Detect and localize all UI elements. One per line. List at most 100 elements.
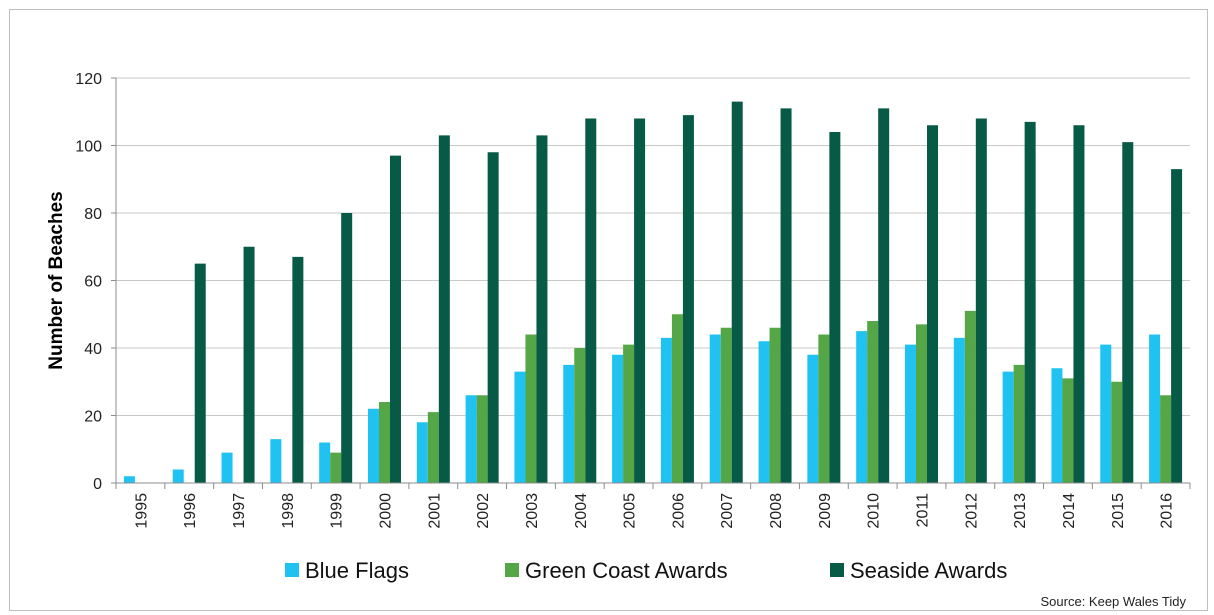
chart-frame (9, 9, 1208, 611)
bar-seaside-awards-2014 (1073, 125, 1085, 483)
bar-blue-flags-2000 (368, 408, 379, 483)
bar-seaside-awards-2012 (975, 118, 987, 483)
bar-seaside-awards-2007 (731, 101, 743, 483)
bar-green-coast-awards-2005 (623, 344, 635, 483)
x-tick-label: 1999 (329, 493, 346, 529)
legend-label-seaside-awards: Seaside Awards (850, 558, 1007, 583)
y-tick-label: 60 (84, 274, 102, 291)
y-tick-label: 0 (93, 476, 102, 493)
bar-green-coast-awards-2004 (574, 348, 586, 483)
bar-green-coast-awards-2009 (818, 334, 830, 483)
bar-blue-flags-1997 (221, 452, 233, 483)
x-tick-label: 2005 (622, 493, 639, 529)
bar-seaside-awards-2004 (585, 118, 597, 483)
bar-blue-flags-2003 (514, 371, 526, 483)
x-tick-label: 2010 (866, 493, 883, 529)
x-tick-label: 2001 (426, 493, 443, 529)
bar-seaside-awards-2006 (682, 115, 694, 483)
bar-green-coast-awards-2014 (1062, 378, 1074, 483)
bars (123, 101, 1183, 483)
bar-seaside-awards-2005 (634, 118, 646, 483)
bar-green-coast-awards-2007 (720, 327, 732, 483)
bar-seaside-awards-2009 (829, 132, 841, 483)
bar-blue-flags-2002 (465, 395, 477, 483)
legend-swatch-blue-flags (285, 563, 299, 577)
y-tick-label: 20 (84, 409, 102, 426)
legend-label-green-coast-awards: Green Coast Awards (525, 558, 728, 583)
bar-blue-flags-1996 (172, 469, 184, 483)
bar-seaside-awards-2001 (438, 135, 450, 483)
x-tick-label: 2016 (1159, 493, 1176, 529)
bar-seaside-awards-1999 (341, 213, 353, 483)
bar-seaside-awards-1997 (243, 246, 255, 483)
bar-green-coast-awards-2012 (964, 310, 976, 483)
bar-blue-flags-2008 (758, 341, 770, 483)
bar-seaside-awards-1998 (292, 256, 304, 483)
bar-blue-flags-2004 (563, 364, 575, 483)
bar-green-coast-awards-2010 (867, 321, 879, 483)
x-tick-label: 1998 (280, 493, 297, 529)
bar-blue-flags-2009 (807, 354, 819, 483)
bar-blue-flags-2016 (1149, 334, 1161, 483)
bar-green-coast-awards-1999 (330, 452, 342, 483)
bar-blue-flags-2006 (660, 337, 672, 483)
bar-blue-flags-1995 (123, 476, 135, 483)
x-tick-label: 2004 (573, 493, 590, 529)
bar-blue-flags-2005 (612, 354, 624, 483)
y-axis-ticks: 0 20 40 60 80 100 120 (75, 71, 116, 493)
x-tick-label: 2012 (963, 493, 980, 529)
x-tick-label: 1997 (231, 493, 248, 529)
bar-green-coast-awards-2015 (1111, 381, 1123, 483)
bar-blue-flags-2015 (1100, 344, 1112, 483)
bar-blue-flags-2001 (416, 422, 428, 483)
bar-green-coast-awards-2008 (769, 327, 781, 483)
bar-green-coast-awards-2000 (379, 402, 390, 483)
bar-seaside-awards-2002 (487, 152, 499, 483)
y-tick-label: 40 (84, 341, 102, 358)
x-tick-label: 2007 (719, 493, 736, 529)
bar-green-coast-awards-2013 (1013, 364, 1025, 483)
bar-green-coast-awards-2006 (671, 314, 683, 483)
bar-blue-flags-2007 (709, 334, 721, 483)
bar-green-coast-awards-2002 (476, 395, 488, 483)
x-tick-label: 2014 (1061, 493, 1078, 529)
y-axis-label: Number of Beaches (46, 191, 67, 369)
bar-seaside-awards-2003 (536, 135, 548, 483)
source-note: Source: Keep Wales Tidy (1041, 594, 1187, 609)
bar-blue-flags-2012 (953, 337, 965, 483)
bar-seaside-awards-2010 (878, 108, 890, 483)
legend-swatch-seaside-awards (830, 563, 844, 577)
legend: Blue Flags Green Coast Awards Seaside Awar… (285, 558, 1007, 583)
x-tick-label: 1995 (133, 493, 150, 529)
x-tick-label: 2008 (768, 493, 785, 529)
x-tick-label: 2006 (670, 493, 687, 529)
bar-blue-flags-1998 (270, 439, 282, 483)
bar-green-coast-awards-2016 (1160, 395, 1172, 483)
x-tick-label: 2013 (1012, 493, 1029, 529)
legend-label-blue-flags: Blue Flags (305, 558, 409, 583)
bar-blue-flags-2013 (1002, 371, 1014, 483)
x-tick-label: 2003 (524, 493, 541, 529)
x-tick-label: 2009 (817, 493, 834, 529)
bar-seaside-awards-2008 (780, 108, 792, 483)
x-tick-label: 2015 (1110, 493, 1127, 529)
x-tick-label: 1996 (182, 493, 199, 529)
y-tick-label: 100 (75, 139, 102, 156)
bar-seaside-awards-1996 (194, 263, 206, 483)
bar-seaside-awards-2013 (1024, 121, 1036, 483)
bar-seaside-awards-2011 (927, 125, 938, 483)
bar-seaside-awards-2016 (1171, 169, 1183, 483)
bar-blue-flags-2010 (856, 331, 868, 483)
y-tick-label: 120 (75, 71, 102, 88)
legend-swatch-green-coast-awards (505, 563, 519, 577)
bar-green-coast-awards-2001 (427, 412, 439, 483)
x-axis-ticks: 1995 1996 1997 1998 1999 2000 2001 2002 2003 2004… (115, 483, 1191, 529)
y-tick-label: 80 (84, 206, 102, 223)
x-tick-label: 2000 (378, 493, 395, 529)
bar-seaside-awards-2015 (1122, 142, 1134, 483)
bar-green-coast-awards-2003 (525, 334, 537, 483)
x-tick-label: 2011 (915, 493, 932, 528)
bar-blue-flags-2011 (905, 344, 916, 483)
x-tick-label: 2002 (475, 493, 492, 529)
